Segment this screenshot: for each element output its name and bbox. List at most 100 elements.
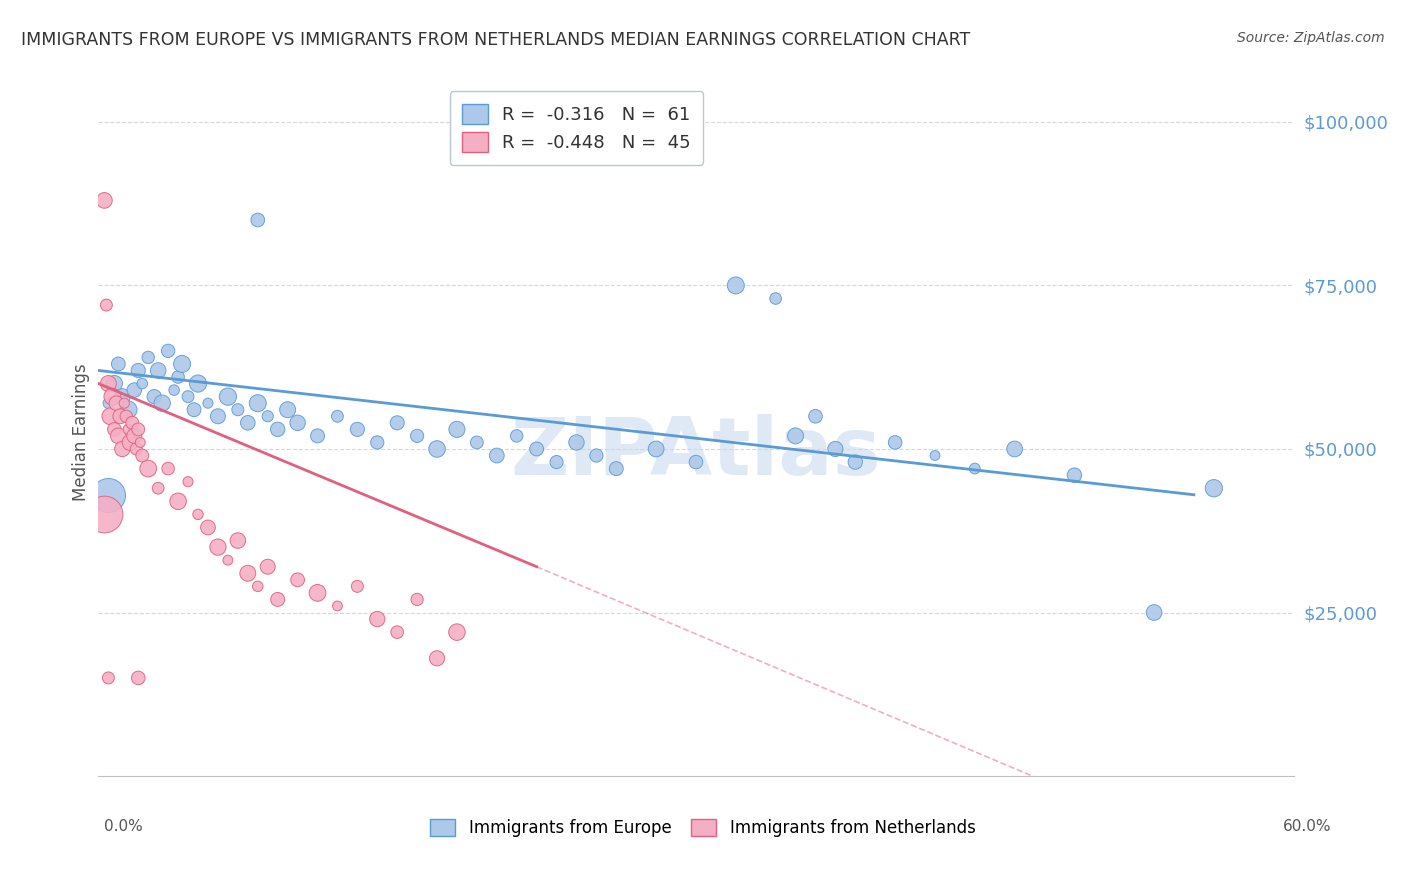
Point [127,363,149,377]
Point [177,390,200,404]
Point [385,625,409,640]
Point [97,488,120,502]
Point [131,376,153,391]
Point [157,343,180,358]
Point [187,376,209,391]
Point [121,416,143,430]
Point [426,442,449,456]
Point [117,402,139,417]
Point [236,416,259,430]
Point [385,416,409,430]
Point [217,553,239,567]
Point [172,357,194,371]
Point [804,409,827,424]
Point [307,586,329,600]
Point [307,429,329,443]
Point [246,579,269,593]
Point [143,390,166,404]
Point [485,449,508,463]
Point [93,508,115,522]
Point [127,422,149,436]
Point [124,429,146,443]
Point [287,573,309,587]
Point [97,396,120,410]
Point [565,435,588,450]
Point [406,429,429,443]
Point [125,442,148,456]
Legend: R =  -0.316   N =  61, R =  -0.448   N =  45: R = -0.316 N = 61, R = -0.448 N = 45 [450,91,703,164]
Point [963,461,986,475]
Text: ZIPAtlas: ZIPAtlas [510,414,882,492]
Point [103,376,125,391]
Point [267,592,290,607]
Point [346,579,368,593]
Point [167,370,190,384]
Point [103,422,125,436]
Point [256,559,278,574]
Point [111,442,134,456]
Point [585,449,607,463]
Point [187,508,209,522]
Point [226,402,249,417]
Point [107,357,129,371]
Text: 0.0%: 0.0% [104,820,143,834]
Point [129,435,152,450]
Point [183,402,205,417]
Point [105,396,128,410]
Point [446,422,468,436]
Point [226,533,249,548]
Point [150,396,173,410]
Point [446,625,468,640]
Point [148,363,170,377]
Point [326,409,349,424]
Point [526,442,548,456]
Point [98,409,122,424]
Point [207,540,229,554]
Point [136,461,159,475]
Point [366,612,388,626]
Point [93,194,115,208]
Point [605,461,627,475]
Point [101,390,124,404]
Point [96,298,118,312]
Point [1202,481,1225,495]
Point [246,213,269,227]
Point [107,429,129,443]
Point [256,409,278,424]
Point [127,671,149,685]
Point [177,475,200,489]
Point [120,435,142,450]
Point [110,409,132,424]
Point [112,396,135,410]
Point [824,442,846,456]
Y-axis label: Median Earnings: Median Earnings [72,364,90,501]
Point [97,376,120,391]
Point [884,435,907,450]
Point [267,422,290,436]
Point [366,435,388,450]
Point [124,383,146,397]
Point [465,435,488,450]
Point [326,599,349,613]
Point [724,278,747,293]
Point [167,494,190,508]
Point [131,449,153,463]
Point [1143,606,1166,620]
Point [346,422,368,436]
Point [924,449,946,463]
Point [287,416,309,430]
Text: IMMIGRANTS FROM EUROPE VS IMMIGRANTS FROM NETHERLANDS MEDIAN EARNINGS CORRELATIO: IMMIGRANTS FROM EUROPE VS IMMIGRANTS FRO… [21,31,970,49]
Point [217,390,239,404]
Point [406,592,429,607]
Point [1063,468,1085,483]
Point [157,461,180,475]
Point [246,396,269,410]
Point [844,455,866,469]
Text: Source: ZipAtlas.com: Source: ZipAtlas.com [1237,31,1385,45]
Point [426,651,449,665]
Legend: Immigrants from Europe, Immigrants from Netherlands: Immigrants from Europe, Immigrants from … [423,812,983,844]
Point [97,671,120,685]
Text: 60.0%: 60.0% [1284,820,1331,834]
Point [765,292,787,306]
Point [111,390,134,404]
